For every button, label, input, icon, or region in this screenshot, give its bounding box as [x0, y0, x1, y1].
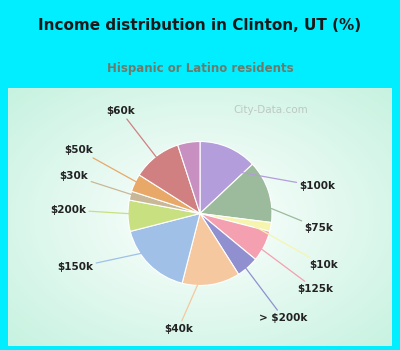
Text: $50k: $50k	[65, 145, 152, 191]
Text: $125k: $125k	[247, 238, 333, 294]
Text: $200k: $200k	[50, 205, 147, 215]
Wedge shape	[182, 214, 238, 286]
Text: $100k: $100k	[224, 169, 335, 191]
Text: Hispanic or Latino residents: Hispanic or Latino residents	[107, 62, 293, 75]
Text: $150k: $150k	[58, 249, 161, 273]
Wedge shape	[200, 214, 256, 274]
Text: $10k: $10k	[252, 225, 338, 270]
Wedge shape	[129, 191, 200, 214]
Wedge shape	[200, 141, 252, 214]
Text: $75k: $75k	[250, 200, 333, 233]
Text: > $200k: > $200k	[235, 253, 308, 323]
Wedge shape	[178, 141, 200, 214]
Wedge shape	[132, 175, 200, 214]
Text: $40k: $40k	[164, 266, 206, 334]
Wedge shape	[200, 214, 270, 259]
Wedge shape	[130, 214, 200, 283]
Wedge shape	[139, 145, 200, 214]
Text: $30k: $30k	[60, 171, 149, 200]
Text: City-Data.com: City-Data.com	[233, 105, 308, 115]
Wedge shape	[128, 200, 200, 231]
Wedge shape	[200, 164, 272, 223]
Text: Income distribution in Clinton, UT (%): Income distribution in Clinton, UT (%)	[38, 18, 362, 33]
Text: $60k: $60k	[106, 106, 168, 172]
Wedge shape	[200, 214, 272, 231]
